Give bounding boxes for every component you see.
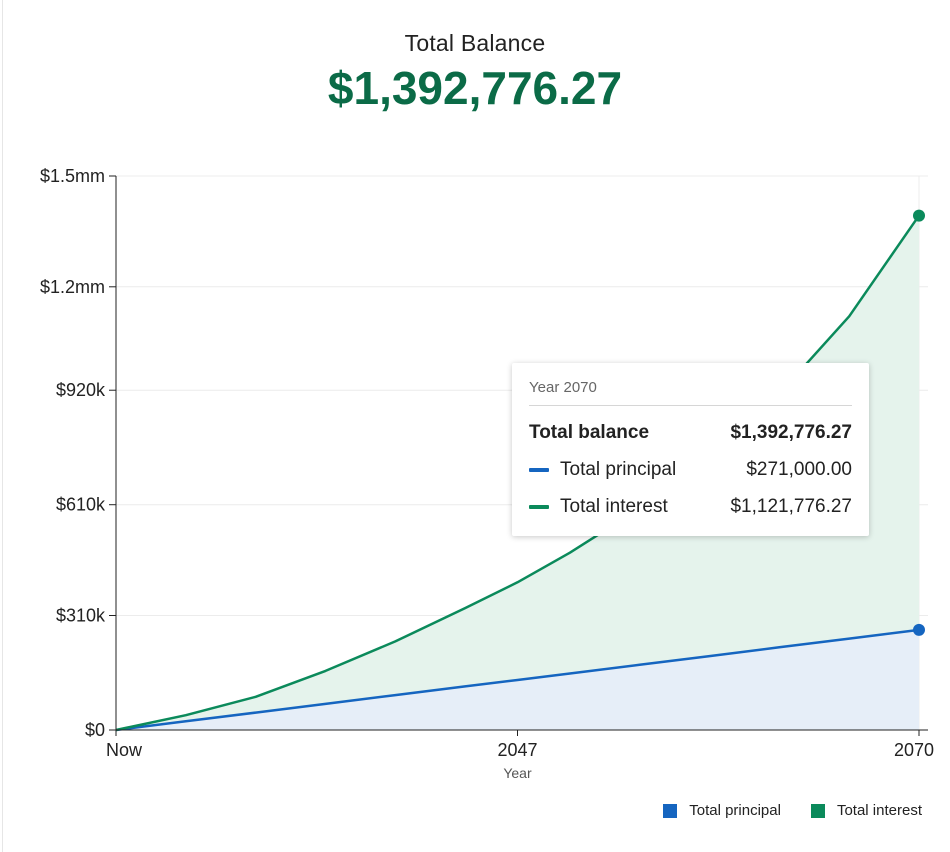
tooltip-year: Year 2070 [529,379,852,406]
y-tick-label-2: $610k [56,495,106,515]
chart-tooltip: Year 2070 Total balance $1,392,776.27 To… [512,363,869,536]
tooltip-row-total: Total balance $1,392,776.27 [529,414,852,451]
x-tick-label-2: 2070 [894,740,934,760]
x-tick-label-0: Now [106,740,143,760]
chart-points [913,209,925,636]
tooltip-interest-label: Total interest [560,495,668,517]
total-balance-value: $1,392,776.27 [327,62,623,114]
tooltip-principal-value: $271,000.00 [746,458,852,480]
interest-line-swatch [529,504,549,509]
y-tick-label-0: $0 [85,720,105,740]
balance-chart: $0 $310k $610k $920k $1.2mm $1.5mm Now 2047 2070… [40,166,934,781]
y-tick-label-3: $920k [56,380,106,400]
tooltip-principal-label: Total principal [560,458,677,480]
tooltip-row-principal: Total principal $271,000.00 [529,451,852,488]
y-tick-label-1: $310k [56,606,106,626]
frame-border [2,0,3,852]
tooltip-total-value: $1,392,776.27 [730,421,852,443]
y-tick-label-5: $1.5mm [40,166,105,186]
chart-axes: $0 $310k $610k $920k $1.2mm $1.5mm Now 2047 2070… [40,166,934,781]
principal-line-swatch [529,467,549,472]
legend-interest-swatch [810,803,825,818]
interest-area [116,215,919,731]
legend-principal-swatch [663,803,678,818]
legend-interest-label: Total interest [836,802,922,819]
tooltip-interest-value: $1,121,776.27 [730,495,852,517]
tooltip-row-interest: Total interest $1,121,776.27 [529,488,852,525]
principal-line [115,628,920,732]
legend-principal-label: Total principal [689,802,781,819]
x-axis-title: Year [503,765,532,781]
x-tick-label-1: 2047 [497,740,537,760]
chart-legend: Total principal Total interest [633,802,922,819]
legend-item-interest[interactable]: Total interest [810,802,922,819]
tooltip-total-label: Total balance [529,421,650,443]
principal-end-point[interactable] [913,623,925,636]
principal-area [116,629,919,730]
header-title: Total Balance [404,30,546,56]
chart-areas [116,215,919,731]
legend-item-principal[interactable]: Total principal [663,802,781,819]
y-tick-label-4: $1.2mm [40,277,105,297]
interest-end-point[interactable] [913,209,925,222]
balance-header: Total Balance $1,392,776.27 [0,30,950,115]
